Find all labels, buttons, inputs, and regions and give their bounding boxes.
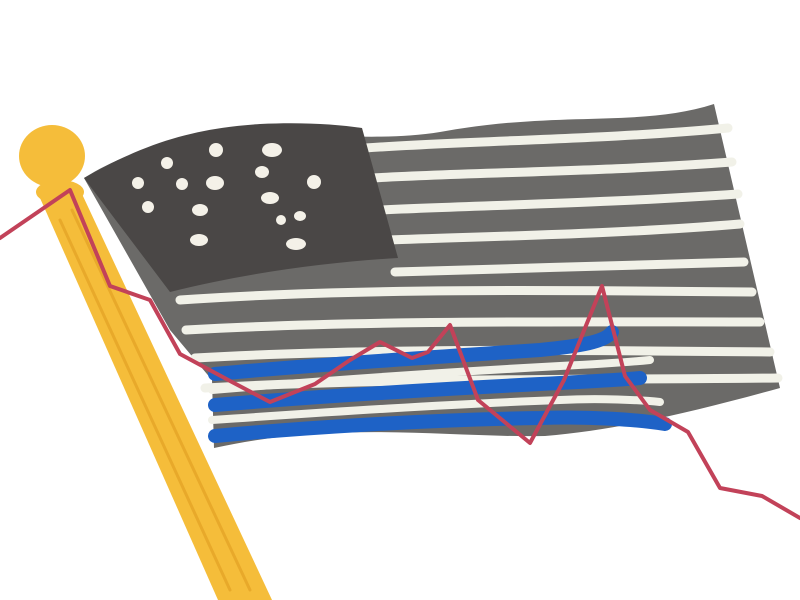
star <box>276 215 286 225</box>
star <box>176 178 188 190</box>
star <box>209 143 223 157</box>
star <box>190 234 208 246</box>
stripe-light-5 <box>390 257 749 277</box>
flagpole <box>19 125 272 600</box>
star <box>132 177 144 189</box>
flagpole-finial-neck <box>36 180 84 204</box>
stripe-light-4 <box>383 219 745 245</box>
stripe-light-1 <box>360 123 733 153</box>
stripe-light-over-blue-2 <box>208 395 664 424</box>
stripe-light-7 <box>181 317 765 335</box>
star <box>161 157 173 169</box>
stars <box>132 143 321 250</box>
star <box>286 238 306 250</box>
stripe-blue-1 <box>208 325 619 381</box>
blue-stripes <box>208 325 672 443</box>
trend-line <box>0 188 800 520</box>
star <box>206 176 224 190</box>
stripe-light-6 <box>175 285 757 305</box>
star <box>261 192 279 204</box>
stripe-light-3 <box>375 189 743 215</box>
stripe-light-over-blue-1 <box>208 356 654 394</box>
star <box>192 204 208 216</box>
star <box>294 211 306 221</box>
flagpole-texture <box>58 208 252 592</box>
flagpole-finial <box>19 125 85 187</box>
light-stripes-over-blue <box>208 356 664 424</box>
star <box>255 166 269 178</box>
stripe-light-2 <box>367 157 737 183</box>
stripe-blue-3 <box>208 410 672 443</box>
flag <box>84 104 783 448</box>
stripe-blue-2 <box>208 371 647 412</box>
star <box>262 143 282 157</box>
star <box>307 175 321 189</box>
star <box>142 201 154 213</box>
flagpole-shaft <box>40 186 272 600</box>
